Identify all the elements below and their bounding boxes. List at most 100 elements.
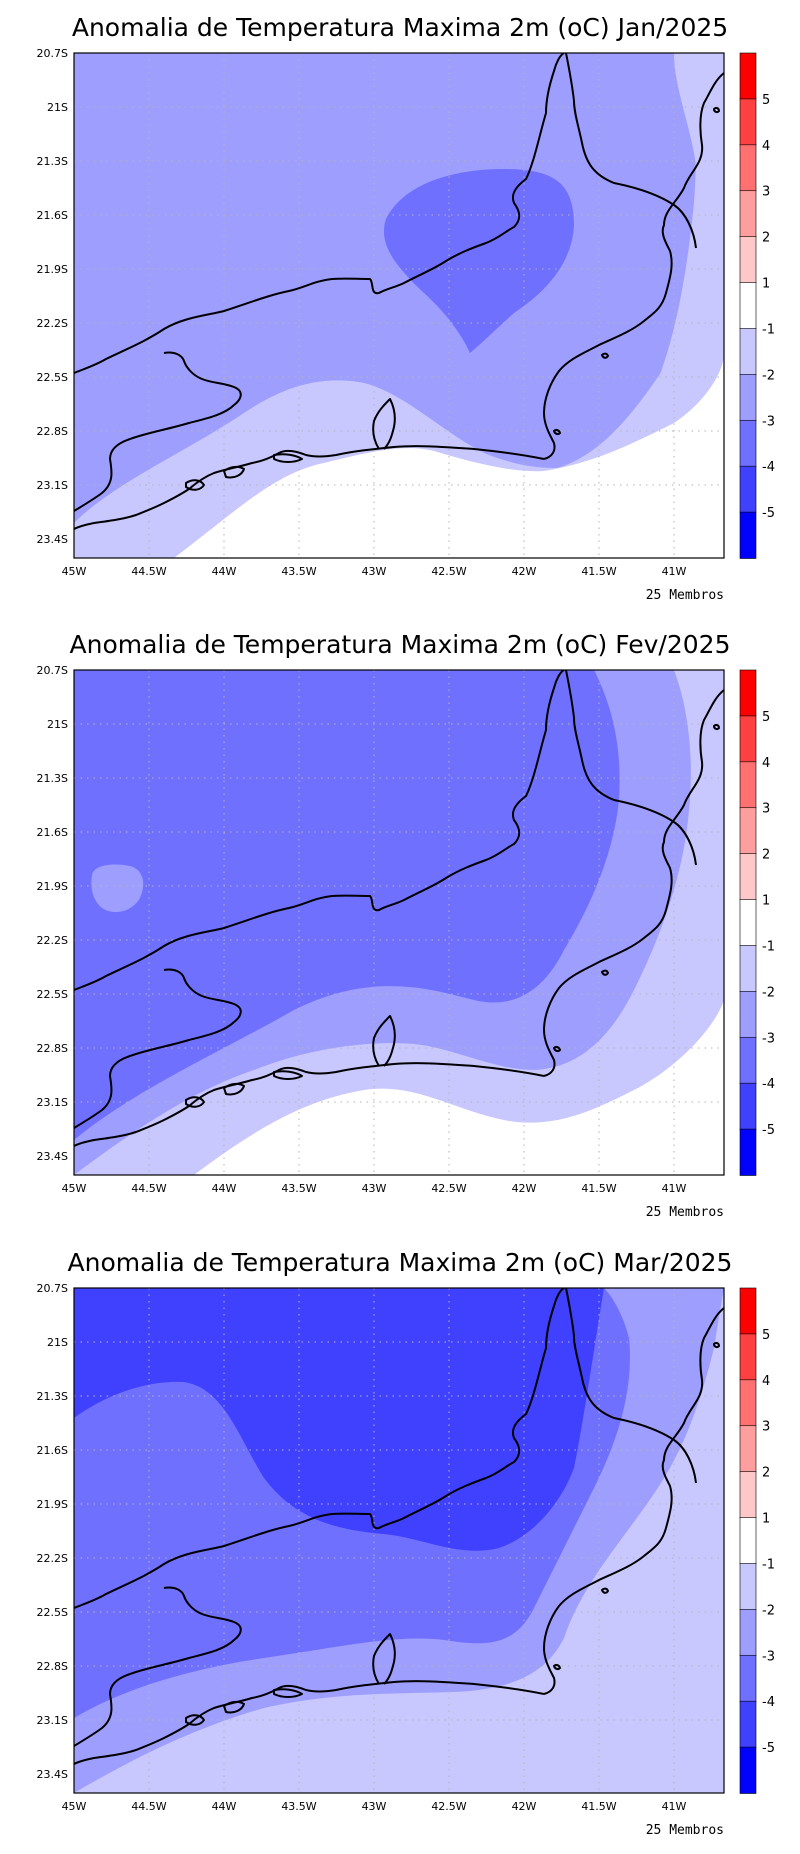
lat-tick: 22.2S xyxy=(37,1552,68,1565)
lon-tick: 42.5W xyxy=(431,565,466,578)
colorbar-swatch xyxy=(739,374,757,422)
lon-tick: 44.5W xyxy=(131,1800,166,1813)
colorbar-swatch xyxy=(739,282,757,330)
colorbar-swatch xyxy=(739,1128,757,1176)
colorbar-label: -5 xyxy=(762,1123,775,1138)
lon-tick: 41.5W xyxy=(581,1182,616,1195)
colorbar-label: 2 xyxy=(762,1466,770,1481)
panel-title-jan: Anomalia de Temperatura Maxima 2m (oC) J… xyxy=(72,13,728,42)
colorbar-label: 1 xyxy=(762,894,770,909)
colorbar-swatch xyxy=(739,1036,757,1084)
lon-tick: 44W xyxy=(212,1800,237,1813)
panel-title-mar: Anomalia de Temperatura Maxima 2m (oC) M… xyxy=(68,1248,733,1277)
lat-tick: 23.4S xyxy=(37,1768,68,1781)
colorbar-swatch xyxy=(739,1517,757,1565)
lat-tick: 21.6S xyxy=(37,1444,68,1457)
colorbar-swatch xyxy=(739,1654,757,1702)
lon-tick: 43.5W xyxy=(281,1800,316,1813)
lat-tick: 21.6S xyxy=(37,826,68,839)
lon-tick: 44W xyxy=(212,565,237,578)
colorbar-label: 4 xyxy=(762,756,770,771)
colorbar-label: 5 xyxy=(762,93,770,108)
lat-tick: 22.5S xyxy=(37,1606,68,1619)
lon-tick: 42.5W xyxy=(431,1800,466,1813)
colorbar-label: 3 xyxy=(762,185,770,200)
lat-tick: 21S xyxy=(47,1336,68,1349)
lon-tick: 43W xyxy=(362,1800,387,1813)
colorbar-swatch xyxy=(739,52,757,100)
colorbar-swatch xyxy=(739,991,757,1039)
grid-lines-mar xyxy=(74,1288,724,1793)
colorbar-label: -3 xyxy=(762,1031,775,1046)
colorbar-label: -4 xyxy=(762,460,775,475)
colorbar-swatch xyxy=(739,465,757,513)
colorbar-label: -4 xyxy=(762,1077,775,1092)
lon-ticks-mar: 45W 44.5W 44W 43.5W 43W 42.5W 42W 41.5W … xyxy=(62,1800,687,1813)
lon-tick: 44W xyxy=(212,1182,237,1195)
lon-tick: 42W xyxy=(512,565,537,578)
lat-tick: 21.6S xyxy=(37,209,68,222)
lon-tick: 42W xyxy=(512,1800,537,1813)
colorbar-label: -3 xyxy=(762,1649,775,1664)
lon-tick: 43W xyxy=(362,1182,387,1195)
colorbar-swatch xyxy=(739,715,757,763)
lat-ticks-fev: 20.7S 21S 21.3S 21.6S 21.9S 22.2S 22.5S … xyxy=(37,664,68,1163)
colorbar-swatch xyxy=(739,807,757,855)
colorbar-label: -5 xyxy=(762,1741,775,1756)
colorbar-label: 2 xyxy=(762,848,770,863)
lat-tick: 22.2S xyxy=(37,317,68,330)
members-label-fev: 25 Membros xyxy=(646,1205,724,1220)
lon-tick: 41W xyxy=(662,565,687,578)
colorbar-label: 4 xyxy=(762,1374,770,1389)
anomaly-field-fev xyxy=(74,670,724,1175)
lat-tick: 21.3S xyxy=(37,1390,68,1403)
anomaly-field-jan xyxy=(74,53,724,558)
colorbar-label: 1 xyxy=(762,277,770,292)
colorbar-label: -1 xyxy=(762,939,775,954)
lon-tick: 44.5W xyxy=(131,565,166,578)
colorbar-label: -4 xyxy=(762,1695,775,1710)
colorbar-label: 1 xyxy=(762,1512,770,1527)
lat-tick: 20.7S xyxy=(37,664,68,677)
lat-ticks-jan: 20.7S 21S 21.3S 21.6S 21.9S 22.2S 22.5S … xyxy=(37,47,68,546)
colorbar-swatch xyxy=(739,669,757,717)
anomaly-field-mar xyxy=(74,1288,724,1793)
colorbar-swatch xyxy=(739,1379,757,1427)
lat-tick: 21S xyxy=(47,101,68,114)
colorbar-swatch xyxy=(739,1563,757,1611)
lat-tick: 21.3S xyxy=(37,155,68,168)
lat-tick: 21.9S xyxy=(37,1498,68,1511)
colorbar-label: 3 xyxy=(762,1420,770,1435)
colorbar-label: -2 xyxy=(762,985,775,1000)
lat-tick: 22.2S xyxy=(37,934,68,947)
colorbar-swatch xyxy=(739,328,757,376)
colorbar-swatch xyxy=(739,1700,757,1748)
members-label-mar: 25 Membros xyxy=(646,1823,724,1838)
lon-tick: 41W xyxy=(662,1182,687,1195)
colorbar-swatch xyxy=(739,945,757,993)
lat-tick: 22.5S xyxy=(37,371,68,384)
colorbar-swatch xyxy=(739,1471,757,1519)
lon-tick: 43W xyxy=(362,565,387,578)
colorbar-label: -1 xyxy=(762,322,775,337)
colorbar-swatch xyxy=(739,1333,757,1381)
lat-tick: 23.4S xyxy=(37,1150,68,1163)
colorbar-swatch xyxy=(739,1746,757,1794)
lon-tick: 45W xyxy=(62,1182,87,1195)
members-label-jan: 25 Membros xyxy=(646,588,724,603)
colorbar-label: 3 xyxy=(762,802,770,817)
colorbar-label: -1 xyxy=(762,1557,775,1572)
colorbar-swatch xyxy=(739,1425,757,1473)
lat-tick: 21.9S xyxy=(37,880,68,893)
colorbar-jan: 5 4 3 2 1 -1 -2 -3 -4 -5 xyxy=(739,52,775,559)
colorbar-label: 5 xyxy=(762,1328,770,1343)
colorbar-mar: 5 4 3 2 1 -1 -2 -3 -4 -5 xyxy=(739,1287,775,1794)
lat-tick: 23.1S xyxy=(37,1714,68,1727)
colorbar-label: 2 xyxy=(762,231,770,246)
lat-tick: 20.7S xyxy=(37,47,68,60)
lon-tick: 42.5W xyxy=(431,1182,466,1195)
colorbar-swatch xyxy=(739,1609,757,1657)
colorbar-label: 5 xyxy=(762,710,770,725)
lat-tick: 21.9S xyxy=(37,263,68,276)
lon-tick: 44.5W xyxy=(131,1182,166,1195)
